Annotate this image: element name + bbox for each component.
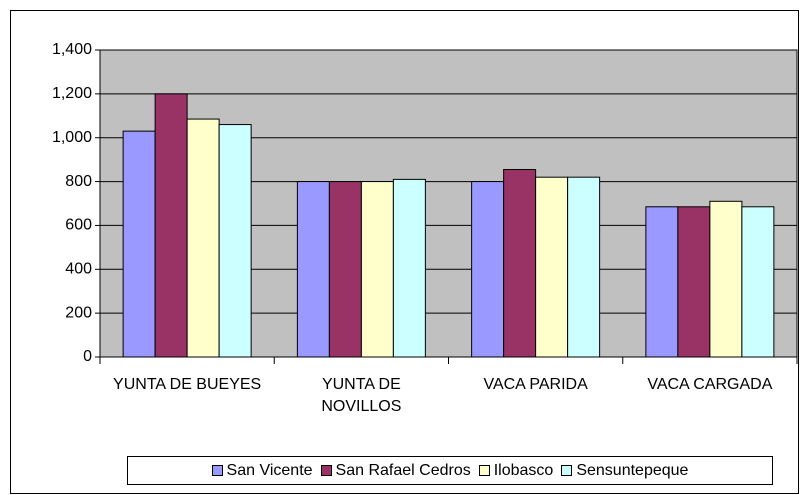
legend-label: San Vicente [226,461,313,479]
legend-swatch [561,465,573,476]
legend-item: Ilobasco [478,461,554,480]
legend-label: San Rafael Cedros [335,461,471,479]
y-tick-label: 0 [83,348,92,365]
legend: San Vicente San Rafael Cedros Ilobasco Sens… [127,456,773,485]
bar [392,178,426,358]
y-tick-label: 800 [65,173,92,190]
legend-swatch [211,465,223,476]
legend-item: San Vicente [211,461,313,480]
bar [186,118,220,358]
y-tick-label: 600 [65,217,92,234]
legend-label: Ilobasco [493,461,554,479]
x-tick-label: YUNTA DE BUEYES [113,376,262,393]
bar [645,206,679,358]
y-tick-label: 1,200 [52,85,92,102]
x-tick-label: VACA PARIDA [483,376,588,393]
x-tick-label: VACA CARGADA [647,376,773,393]
legend-swatch [320,465,332,476]
bar [296,181,330,358]
bar [471,181,505,358]
y-tick-label: 1,400 [52,41,92,58]
legend-swatch [478,465,490,476]
bar [218,124,252,358]
y-tick-label: 200 [65,304,92,321]
bar [360,181,394,358]
legend-item: San Rafael Cedros [320,461,471,480]
y-tick-label: 1,000 [52,129,92,146]
bar [535,176,569,358]
bar [503,169,537,358]
bar [567,176,601,358]
x-tick-label: YUNTA DE NOVILLOS [321,376,402,415]
bar [741,206,775,358]
legend-item: Sensuntepeque [561,462,688,480]
legend-label: Sensuntepeque [576,461,689,479]
bar [328,181,362,358]
bar [122,130,156,358]
bar [677,206,711,358]
bar [154,93,188,358]
y-tick-label: 400 [65,261,92,278]
bar [709,200,743,358]
